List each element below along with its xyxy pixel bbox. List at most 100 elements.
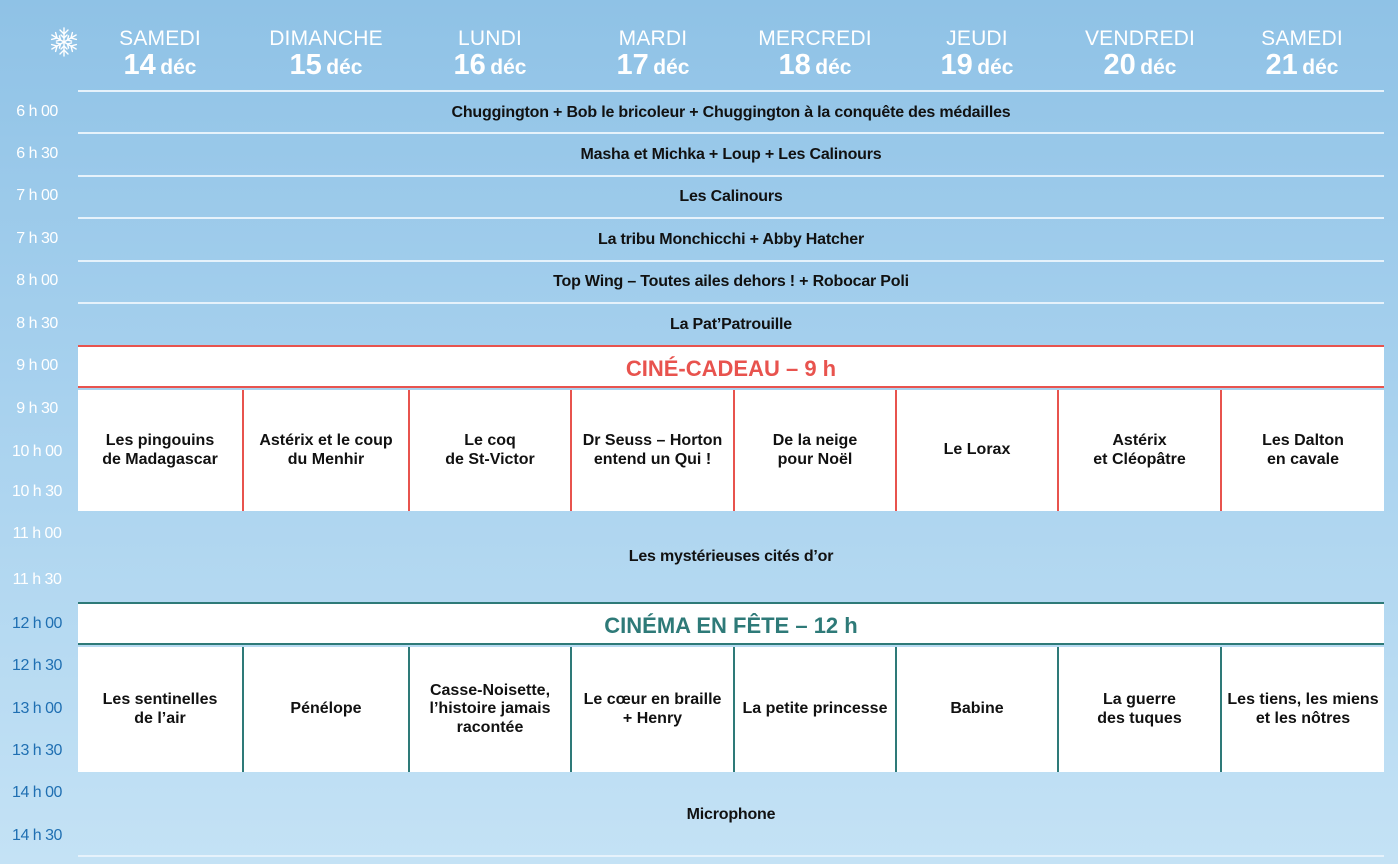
film-title: Le Lorax [944,441,1011,459]
film-cell: La petite princesse [735,647,895,772]
column-divider [1057,647,1059,772]
day-date: 15 déc [245,51,407,80]
film-title-line: des tuques [1097,709,1182,727]
film-title-line: racontée [456,718,524,736]
time-label: 13 h 00 [12,700,62,717]
day-month: déc [326,56,363,79]
time-label: 9 h 00 [16,357,58,374]
day-header-5: MERCREDI 18 déc [734,28,896,80]
column-divider [1220,647,1222,772]
time-label: 6 h 30 [16,145,58,162]
film-title: Pénélope [290,700,361,718]
film-title-line: La guerre [1103,691,1176,709]
cine-cadeau-banner: CINÉ-CADEAU – 9 h [78,345,1384,388]
time-label: 13 h 30 [12,742,62,759]
day-header-2: DIMANCHE 15 déc [245,28,407,80]
film-title-line: Babine [950,700,1004,718]
program-14h00: Microphone [686,806,776,823]
film-title-line: Les tiens, les miens [1227,691,1379,709]
film-title-line: Astérix et le coup [259,432,393,450]
program-6h30: Masha et Michka + Loup + Les Calinours [580,146,882,163]
day-date: 18 déc [734,51,896,80]
film-cell: Astérix et le coup du Menhir [244,390,408,511]
day-header-6: JEUDI 19 déc [896,28,1058,80]
program-11h00: Les mystérieuses cités d’or [628,548,834,565]
program-7h30: La tribu Monchicchi + Abby Hatcher [598,231,864,248]
film-title-line: de l’air [134,709,186,727]
grid-line [78,302,1384,304]
column-divider [733,390,735,511]
film-cell: Les sentinelles de l’air [78,647,242,772]
column-divider [1220,390,1222,511]
film-title: Les tiens, les miens et les nôtres [1227,691,1378,728]
film-cell: Le cœur en braille + Henry [572,647,733,772]
film-title: Les sentinelles de l’air [103,691,218,728]
column-divider [570,390,572,511]
time-label: 10 h 00 [12,443,62,460]
film-title: Les Dalton en cavale [1262,432,1344,469]
grid-line [78,175,1384,177]
day-date: 17 déc [572,51,734,80]
film-cell: La guerre des tuques [1059,647,1220,772]
film-cell: Les tiens, les miens et les nôtres [1222,647,1384,772]
day-header-1: SAMEDI 14 déc [79,28,241,80]
film-title-line: entend un Qui ! [593,450,712,468]
day-number: 16 [453,49,486,81]
film-title: Dr Seuss – Horton entend un Qui ! [583,432,723,469]
time-label: 8 h 30 [16,315,58,332]
time-label: 14 h 00 [12,784,62,801]
film-cell: Astérix et Cléopâtre [1059,390,1220,511]
film-title-line: du Menhir [287,450,365,468]
film-title-line: et Cléopâtre [1093,450,1186,468]
column-divider [570,647,572,772]
column-divider [1057,390,1059,511]
film-title: La petite princesse [743,700,888,718]
film-cell: Babine [897,647,1057,772]
day-name: JEUDI [946,27,1008,50]
time-label: 14 h 30 [12,827,62,844]
time-label: 7 h 30 [16,230,58,247]
film-title-line: La petite princesse [742,700,888,718]
program-7h00: Les Calinours [679,188,783,205]
day-name: SAMEDI [1261,27,1343,50]
time-label: 7 h 00 [16,187,58,204]
day-header-3: LUNDI 16 déc [409,28,571,80]
film-title: Le coq de St-Victor [445,432,535,469]
grid-line [78,855,1384,857]
time-label: 6 h 00 [16,103,58,120]
column-divider [895,647,897,772]
film-title-line: l’histoire jamais [429,700,551,718]
day-number: 17 [616,49,649,81]
film-cell: Le coq de St-Victor [410,390,570,511]
film-title-line: de Madagascar [102,450,218,468]
day-name: LUNDI [457,27,522,50]
film-title: Astérix et Cléopâtre [1093,432,1185,469]
time-label: 11 h 30 [12,571,62,588]
day-date: 16 déc [409,51,571,80]
film-title-line: Casse-Noisette, [429,681,551,699]
grid-line [78,90,1384,92]
column-divider [895,390,897,511]
film-title-line: Les sentinelles [102,691,218,709]
day-header-7: VENDREDI 20 déc [1059,28,1221,80]
film-title-line: Le Lorax [943,441,1011,459]
cinema-en-fete-banner: CINÉMA EN FÊTE – 12 h [78,602,1384,645]
film-title-line: de St-Victor [445,450,535,468]
day-number: 19 [940,49,973,81]
day-number: 18 [778,49,811,81]
day-name: DIMANCHE [269,27,383,50]
film-title-line: Le cœur en braille [583,691,722,709]
grid-line [78,217,1384,219]
day-number: 15 [289,49,322,81]
film-cell: Casse-Noisette, l’histoire jamais racontée [410,647,570,772]
film-title-line: De la neige [772,432,858,450]
day-date: 21 déc [1221,51,1383,80]
day-month: déc [1302,56,1339,79]
column-divider [242,647,244,772]
film-cell: De la neige pour Noël [735,390,895,511]
film-cell: Les pingouins de Madagascar [78,390,242,511]
time-label: 10 h 30 [12,483,62,500]
film-cell: Pénélope [244,647,408,772]
film-cell: Dr Seuss – Horton entend un Qui ! [572,390,733,511]
day-number: 20 [1103,49,1136,81]
